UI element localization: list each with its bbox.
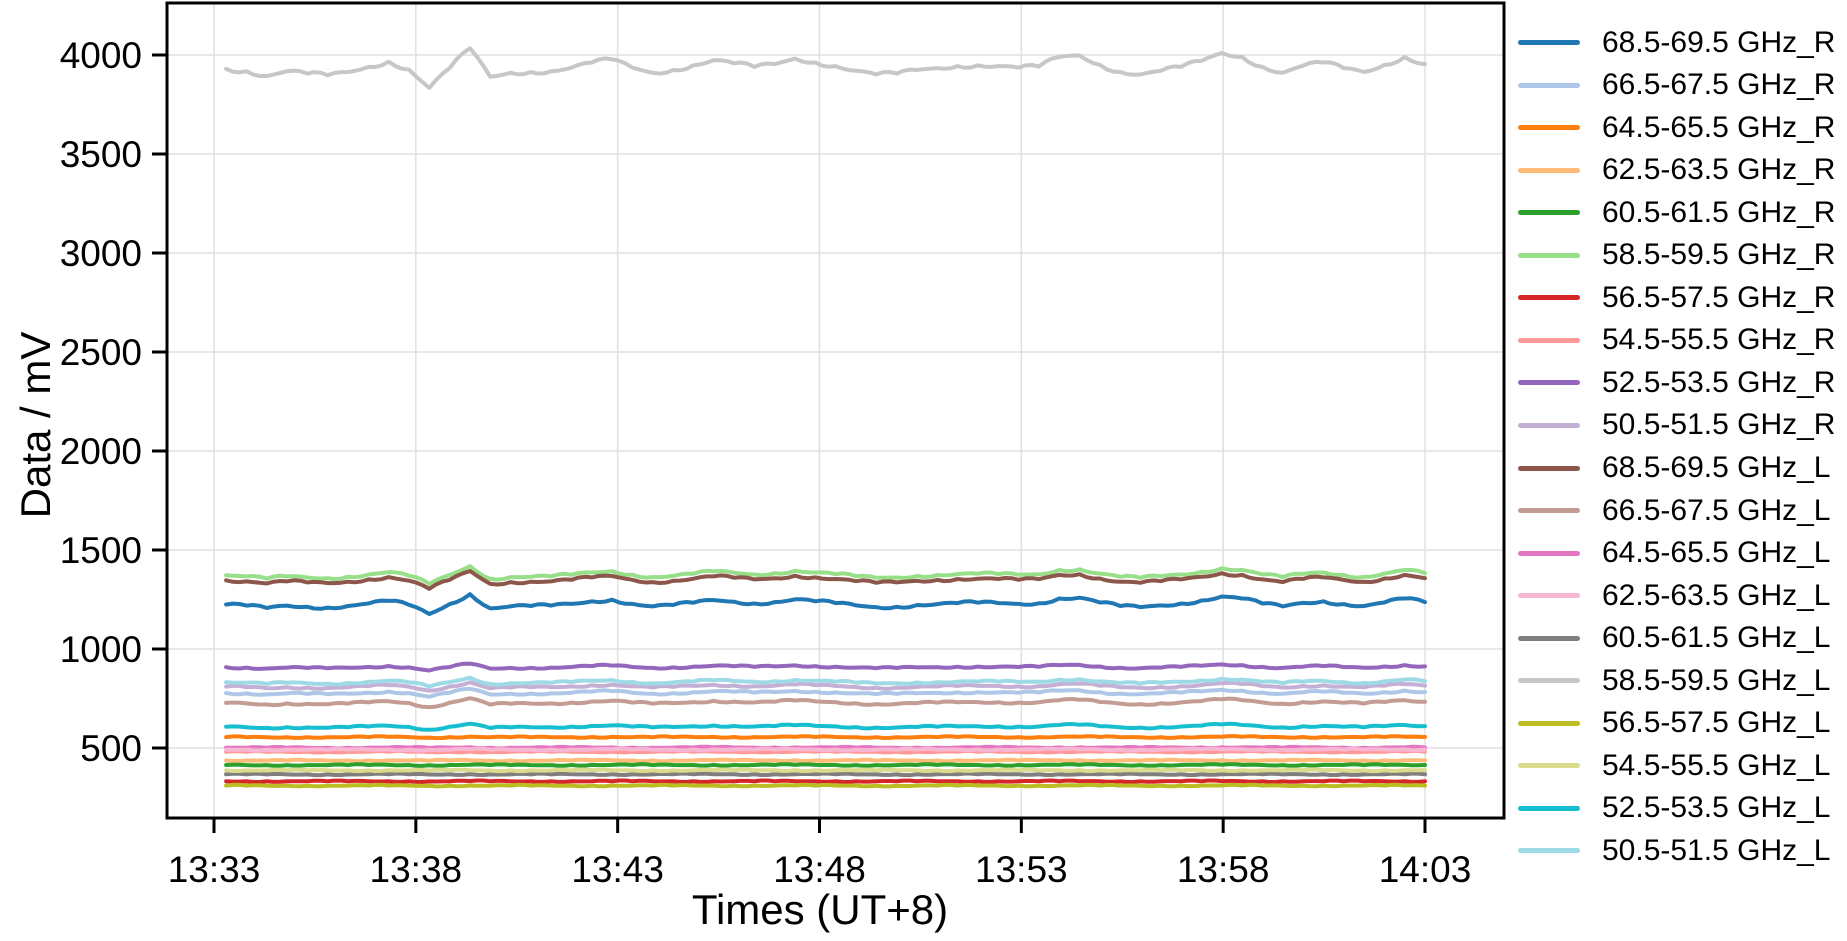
series-line xyxy=(224,564,1427,586)
x-tick-label: 13:53 xyxy=(975,849,1068,890)
y-tick-label: 2000 xyxy=(60,431,142,472)
series-line xyxy=(224,746,1427,753)
x-tick-label: 13:48 xyxy=(773,849,866,890)
x-tick-label: 13:43 xyxy=(571,849,664,890)
x-tick-label: 13:38 xyxy=(370,849,463,890)
series-line xyxy=(224,762,1427,768)
y-tick-label: 2500 xyxy=(60,332,142,373)
x-tick-label: 13:33 xyxy=(168,849,261,890)
y-axis-title: Data / mV xyxy=(12,331,59,519)
y-tick-label: 4000 xyxy=(60,35,142,76)
y-tick-label: 1000 xyxy=(60,629,142,670)
x-axis-title: Times (UT+8) xyxy=(691,886,949,933)
series-line xyxy=(224,782,1427,789)
series-line xyxy=(224,721,1427,732)
series-line xyxy=(224,592,1427,616)
series-line xyxy=(224,696,1427,710)
series-line xyxy=(224,661,1427,673)
series-line xyxy=(224,734,1427,741)
series-line xyxy=(224,778,1427,784)
y-tick-label: 3000 xyxy=(60,233,142,274)
y-tick-label: 1500 xyxy=(60,530,142,571)
x-tick-label: 13:58 xyxy=(1177,849,1270,890)
series-line xyxy=(224,675,1427,689)
series-line xyxy=(224,767,1427,774)
series-line xyxy=(224,680,1427,693)
y-tick-label: 500 xyxy=(80,728,142,769)
y-tick-label: 3500 xyxy=(60,134,142,175)
x-tick-label: 14:03 xyxy=(1379,849,1472,890)
series-line xyxy=(224,686,1427,699)
series-line xyxy=(224,771,1427,778)
series-line xyxy=(224,757,1427,764)
series-line xyxy=(224,569,1427,591)
series-line xyxy=(224,46,1427,90)
plot-border xyxy=(165,1,1506,820)
